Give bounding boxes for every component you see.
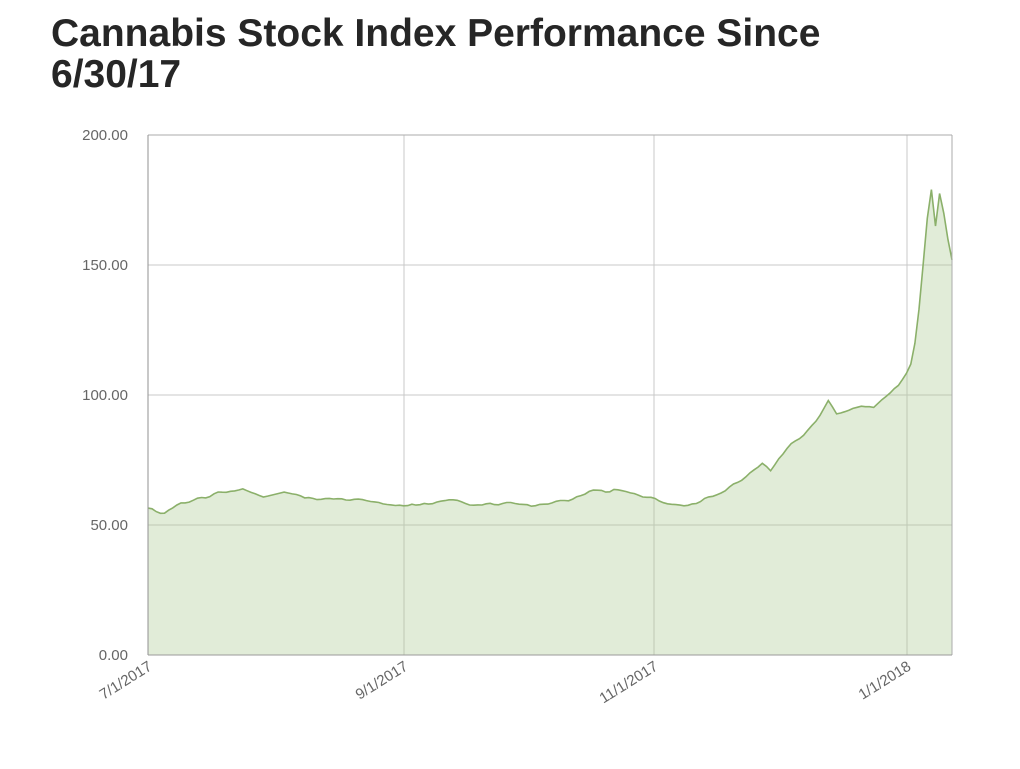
svg-text:11/1/2017: 11/1/2017 (596, 658, 661, 707)
svg-text:1/1/2018: 1/1/2018 (856, 658, 915, 703)
svg-text:7/1/2017: 7/1/2017 (97, 658, 156, 703)
svg-text:200.00: 200.00 (82, 127, 128, 144)
svg-text:150.00: 150.00 (82, 257, 128, 274)
svg-text:0.00: 0.00 (99, 647, 128, 664)
svg-text:100.00: 100.00 (82, 387, 128, 404)
svg-text:9/1/2017: 9/1/2017 (353, 658, 412, 703)
svg-text:50.00: 50.00 (90, 517, 128, 534)
